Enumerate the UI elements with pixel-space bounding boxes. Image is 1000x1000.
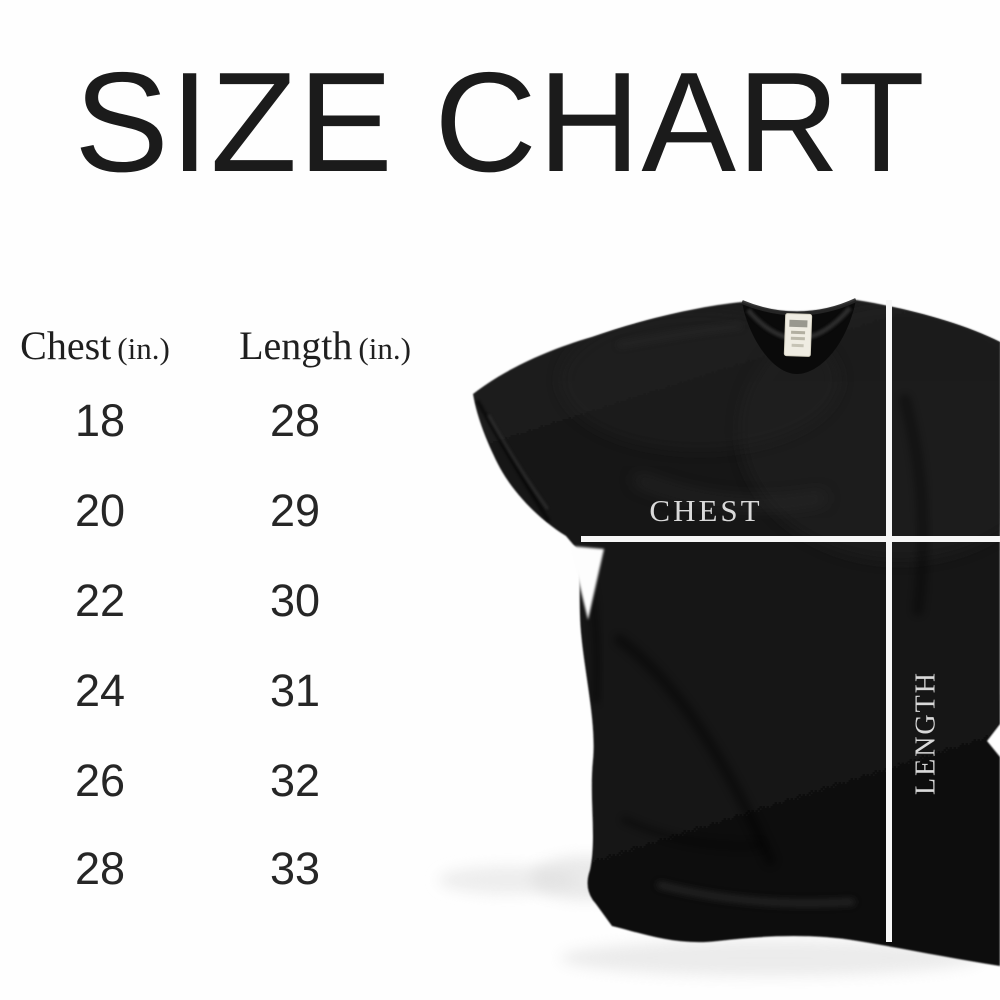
table-row: 26 32 [0, 758, 460, 808]
neck-tag [783, 313, 813, 357]
column-header-chest-unit: (in.) [117, 331, 170, 366]
underarm-gap [570, 546, 604, 620]
length-value: 33 [269, 843, 321, 894]
chest-value: 28 [74, 843, 126, 894]
length-line [886, 300, 892, 942]
chest-value: 18 [74, 395, 126, 446]
column-header-length-label: Length [239, 323, 353, 368]
chest-label: CHEST [649, 493, 762, 528]
table-row: 20 29 [0, 488, 460, 538]
chest-value: 24 [74, 665, 126, 716]
column-header-chest-label: Chest [20, 323, 112, 368]
chest-value: 22 [74, 575, 126, 626]
table-row: 18 28 [0, 398, 460, 448]
table-row: 24 31 [0, 668, 460, 718]
length-value: 32 [269, 755, 321, 806]
length-value: 28 [269, 395, 321, 446]
length-value: 30 [269, 575, 321, 626]
table-row: 28 33 [0, 846, 460, 896]
column-header-length: Length (in.) [205, 326, 445, 366]
size-table: Chest (in.) Length (in.) 18 28 20 29 22 30… [0, 0, 460, 1000]
length-value: 31 [269, 665, 321, 716]
chest-value: 20 [74, 485, 126, 536]
length-value: 29 [269, 485, 321, 536]
column-header-length-unit: (in.) [358, 331, 411, 366]
chest-line [581, 536, 1000, 542]
chest-value: 26 [74, 755, 126, 806]
length-label: LENGTH [911, 671, 942, 795]
table-row: 22 30 [0, 578, 460, 628]
page-title: SIZE CHART [74, 43, 926, 202]
column-header-chest: Chest (in.) [0, 326, 195, 366]
